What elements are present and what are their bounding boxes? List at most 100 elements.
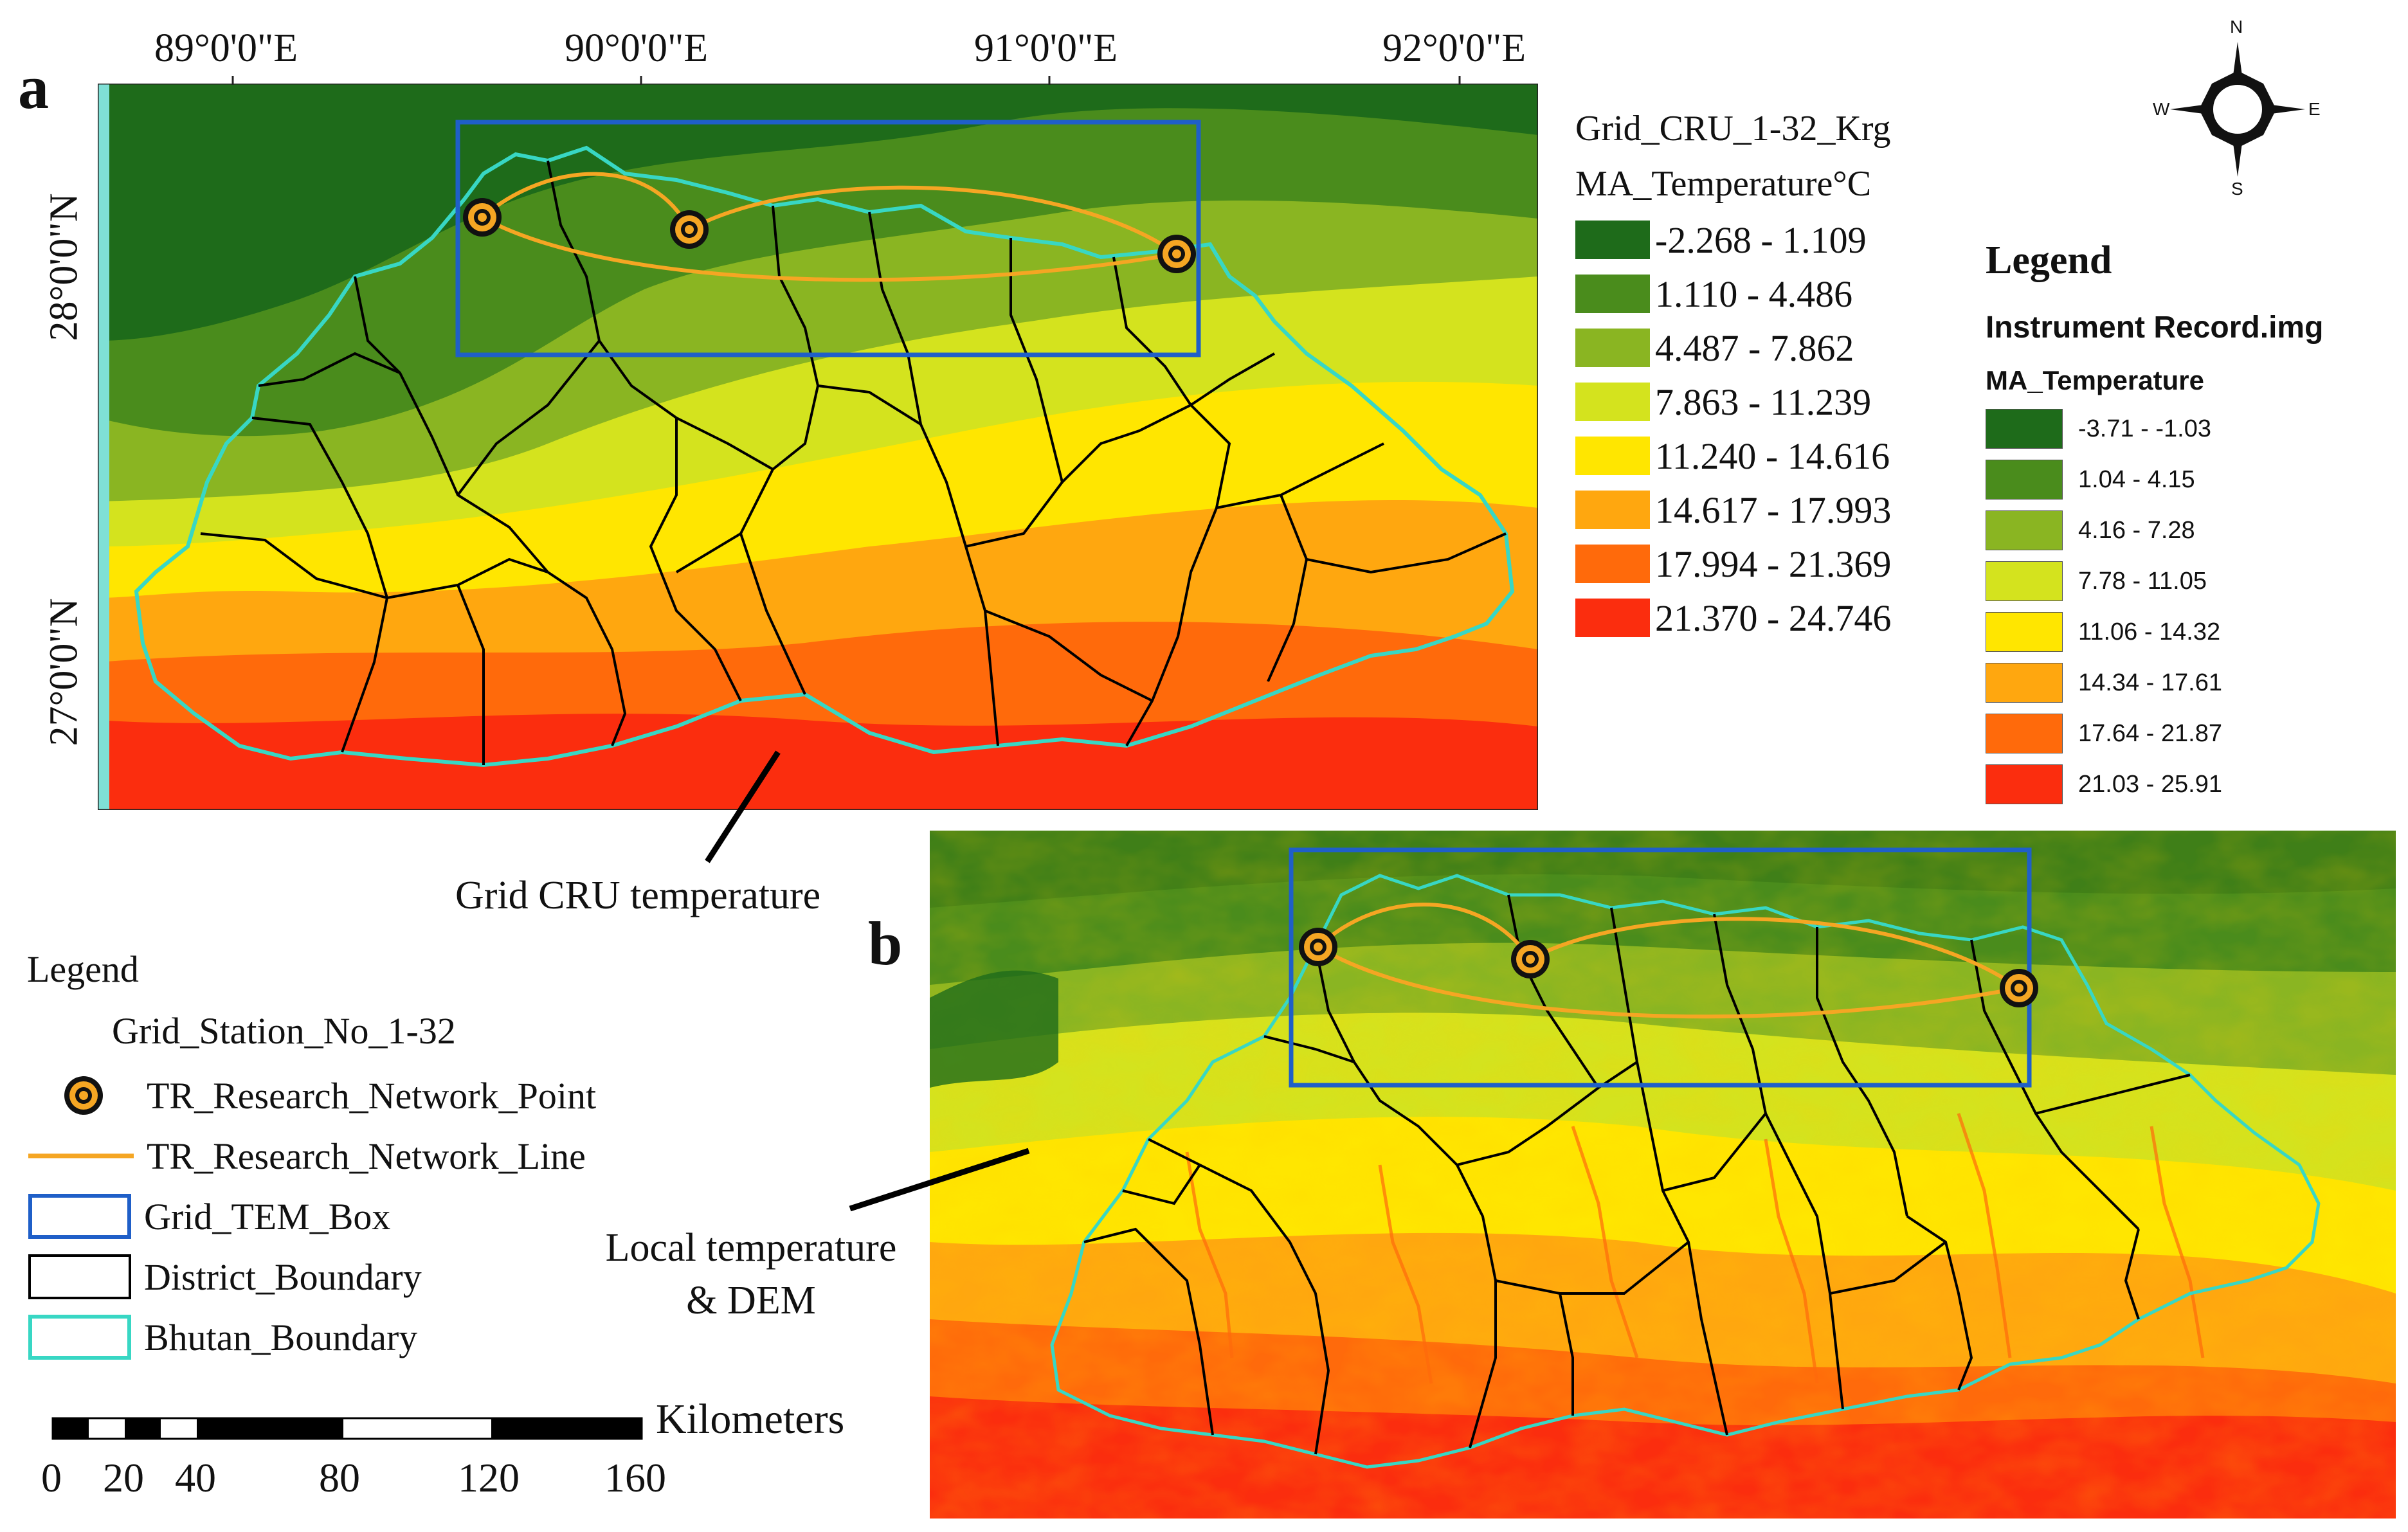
lat-label-27n: 27°0'0"N (42, 598, 86, 746)
cru-legend-item: 4.487 - 7.862 (1575, 325, 1854, 370)
instrument-legend-item: 17.64 - 21.87 (1986, 714, 2222, 753)
local-temp-line1: Local temperature (605, 1226, 897, 1270)
network-line-icon (28, 1153, 134, 1158)
legend-item-bhutan: Bhutan_Boundary (26, 1311, 417, 1363)
research-network-points-a (463, 198, 1196, 273)
cru-legend-label: 1.110 - 4.486 (1655, 273, 1853, 315)
cru-legend: Grid_CRU_1-32_Krg MA_Temperature°C -2.26… (1575, 108, 1987, 661)
instrument-legend-label: 11.06 - 14.32 (2078, 618, 2221, 645)
instrument-swatch (1986, 409, 2063, 449)
district-swatch (28, 1254, 131, 1299)
instrument-legend: Legend Instrument Record.img MA_Temperat… (1986, 238, 2397, 816)
cru-legend-label: 21.370 - 24.746 (1655, 597, 1892, 639)
cru-legend-subtitle: MA_Temperature°C (1575, 164, 1872, 204)
instrument-legend-label: 7.78 - 11.05 (2078, 567, 2207, 595)
instrument-swatch (1986, 460, 2063, 500)
instrument-swatch (1986, 663, 2063, 703)
instrument-legend-item: 4.16 - 7.28 (1986, 510, 2195, 550)
panel-a-letter: a (18, 53, 49, 122)
legend-item-tem-box: Grid_TEM_Box (26, 1191, 390, 1242)
local-temp-line2: & DEM (686, 1279, 816, 1322)
tem-box-swatch (28, 1194, 131, 1239)
grid-cru-label: Grid CRU temperature (455, 874, 821, 917)
cru-swatch (1575, 329, 1650, 367)
legend-label-district: District_Boundary (144, 1256, 422, 1298)
instrument-legend-label: 4.16 - 7.28 (2078, 516, 2195, 544)
district-boundaries (200, 160, 1507, 765)
scale-tick-160: 160 (604, 1455, 666, 1500)
scale-tick-120: 120 (458, 1455, 520, 1500)
instrument-legend-title: Instrument Record.img (1986, 311, 2324, 345)
cru-legend-label: 14.617 - 17.993 (1655, 489, 1892, 531)
cru-swatch (1575, 545, 1650, 583)
cru-legend-item: 21.370 - 24.746 (1575, 595, 1891, 640)
bottom-legend-station: Grid_Station_No_1-32 (112, 1010, 456, 1052)
cru-swatch (1575, 221, 1650, 259)
legend-label-network-line: TR_Research_Network_Line (147, 1135, 586, 1177)
research-network-lines-b (1316, 902, 2020, 1019)
instrument-legend-label: -3.71 - -1.03 (2078, 415, 2211, 442)
cru-swatch (1575, 275, 1650, 313)
instrument-legend-subtitle: MA_Temperature (1986, 365, 2204, 395)
instrument-swatch (1986, 561, 2063, 601)
instrument-legend-heading: Legend (1986, 239, 2112, 282)
panel-a-map (96, 82, 1539, 811)
cru-legend-label: -2.268 - 1.109 (1655, 219, 1867, 261)
cru-legend-label: 11.240 - 14.616 (1655, 435, 1890, 477)
instrument-swatch (1986, 510, 2063, 550)
cru-legend-label: 7.863 - 11.239 (1655, 381, 1872, 423)
cru-legend-item: 1.110 - 4.486 (1575, 271, 1852, 316)
district-boundaries-b (1083, 894, 2191, 1455)
cru-swatch (1575, 599, 1650, 637)
network-point-icon (64, 1076, 103, 1115)
compass-e: E (2308, 99, 2321, 119)
cru-legend-item: 11.240 - 14.616 (1575, 433, 1890, 478)
legend-label-network-point: TR_Research_Network_Point (147, 1074, 597, 1117)
cru-swatch (1575, 491, 1650, 529)
cru-legend-item: -2.268 - 1.109 (1575, 217, 1867, 262)
compass-n: N (2230, 17, 2243, 37)
cru-swatch (1575, 437, 1650, 475)
scale-tick-0: 0 (41, 1455, 62, 1500)
cru-swatch (1575, 383, 1650, 421)
instrument-legend-item: 7.78 - 11.05 (1986, 561, 2207, 601)
instrument-swatch (1986, 612, 2063, 652)
lon-label-91e: 91°0'0"E (974, 26, 1118, 70)
research-network-points-b (1299, 928, 2038, 1007)
compass-w: W (2153, 99, 2170, 119)
compass-icon (2170, 42, 2305, 177)
panel-b-letter: b (868, 909, 903, 978)
scale-tick-80: 80 (319, 1455, 360, 1500)
instrument-legend-item: 11.06 - 14.32 (1986, 612, 2220, 652)
legend-item-network-point: TR_Research_Network_Point (26, 1070, 596, 1121)
grid-cru-arrow (694, 746, 797, 874)
lon-ticks-a (98, 76, 1538, 85)
instrument-swatch (1986, 764, 2063, 804)
lat-label-28n: 28°0'0"N (42, 193, 86, 341)
legend-item-network-line: TR_Research_Network_Line (26, 1130, 586, 1182)
bhutan-boundary (134, 145, 1515, 768)
bottom-legend-heading: Legend (27, 948, 139, 990)
legend-label-bhutan: Bhutan_Boundary (144, 1316, 418, 1358)
north-arrow: N S W E (2141, 13, 2334, 206)
instrument-legend-item: 14.34 - 17.61 (1986, 663, 2222, 703)
instrument-legend-item: 1.04 - 4.15 (1986, 460, 2195, 500)
instrument-legend-label: 14.34 - 17.61 (2078, 669, 2222, 696)
scale-tick-20: 20 (103, 1455, 144, 1500)
instrument-legend-item: 21.03 - 25.91 (1986, 764, 2222, 804)
lon-label-90e: 90°0'0"E (565, 26, 709, 70)
legend-label-tem-box: Grid_TEM_Box (144, 1195, 391, 1238)
cru-legend-title: Grid_CRU_1-32_Krg (1575, 109, 1891, 149)
instrument-legend-label: 17.64 - 21.87 (2078, 719, 2222, 747)
cru-legend-label: 17.994 - 21.369 (1655, 543, 1892, 585)
instrument-swatch (1986, 714, 2063, 753)
panel-b-map (930, 831, 2396, 1518)
scale-bar-graphic (51, 1417, 643, 1440)
cru-legend-item: 14.617 - 17.993 (1575, 487, 1891, 532)
local-temp-arrow (842, 1144, 1035, 1221)
instrument-legend-label: 1.04 - 4.15 (2078, 465, 2195, 493)
cru-legend-label: 4.487 - 7.862 (1655, 327, 1854, 369)
scale-tick-40: 40 (175, 1455, 216, 1500)
scale-bar-unit: Kilometers (656, 1396, 845, 1443)
compass-s: S (2231, 179, 2243, 199)
